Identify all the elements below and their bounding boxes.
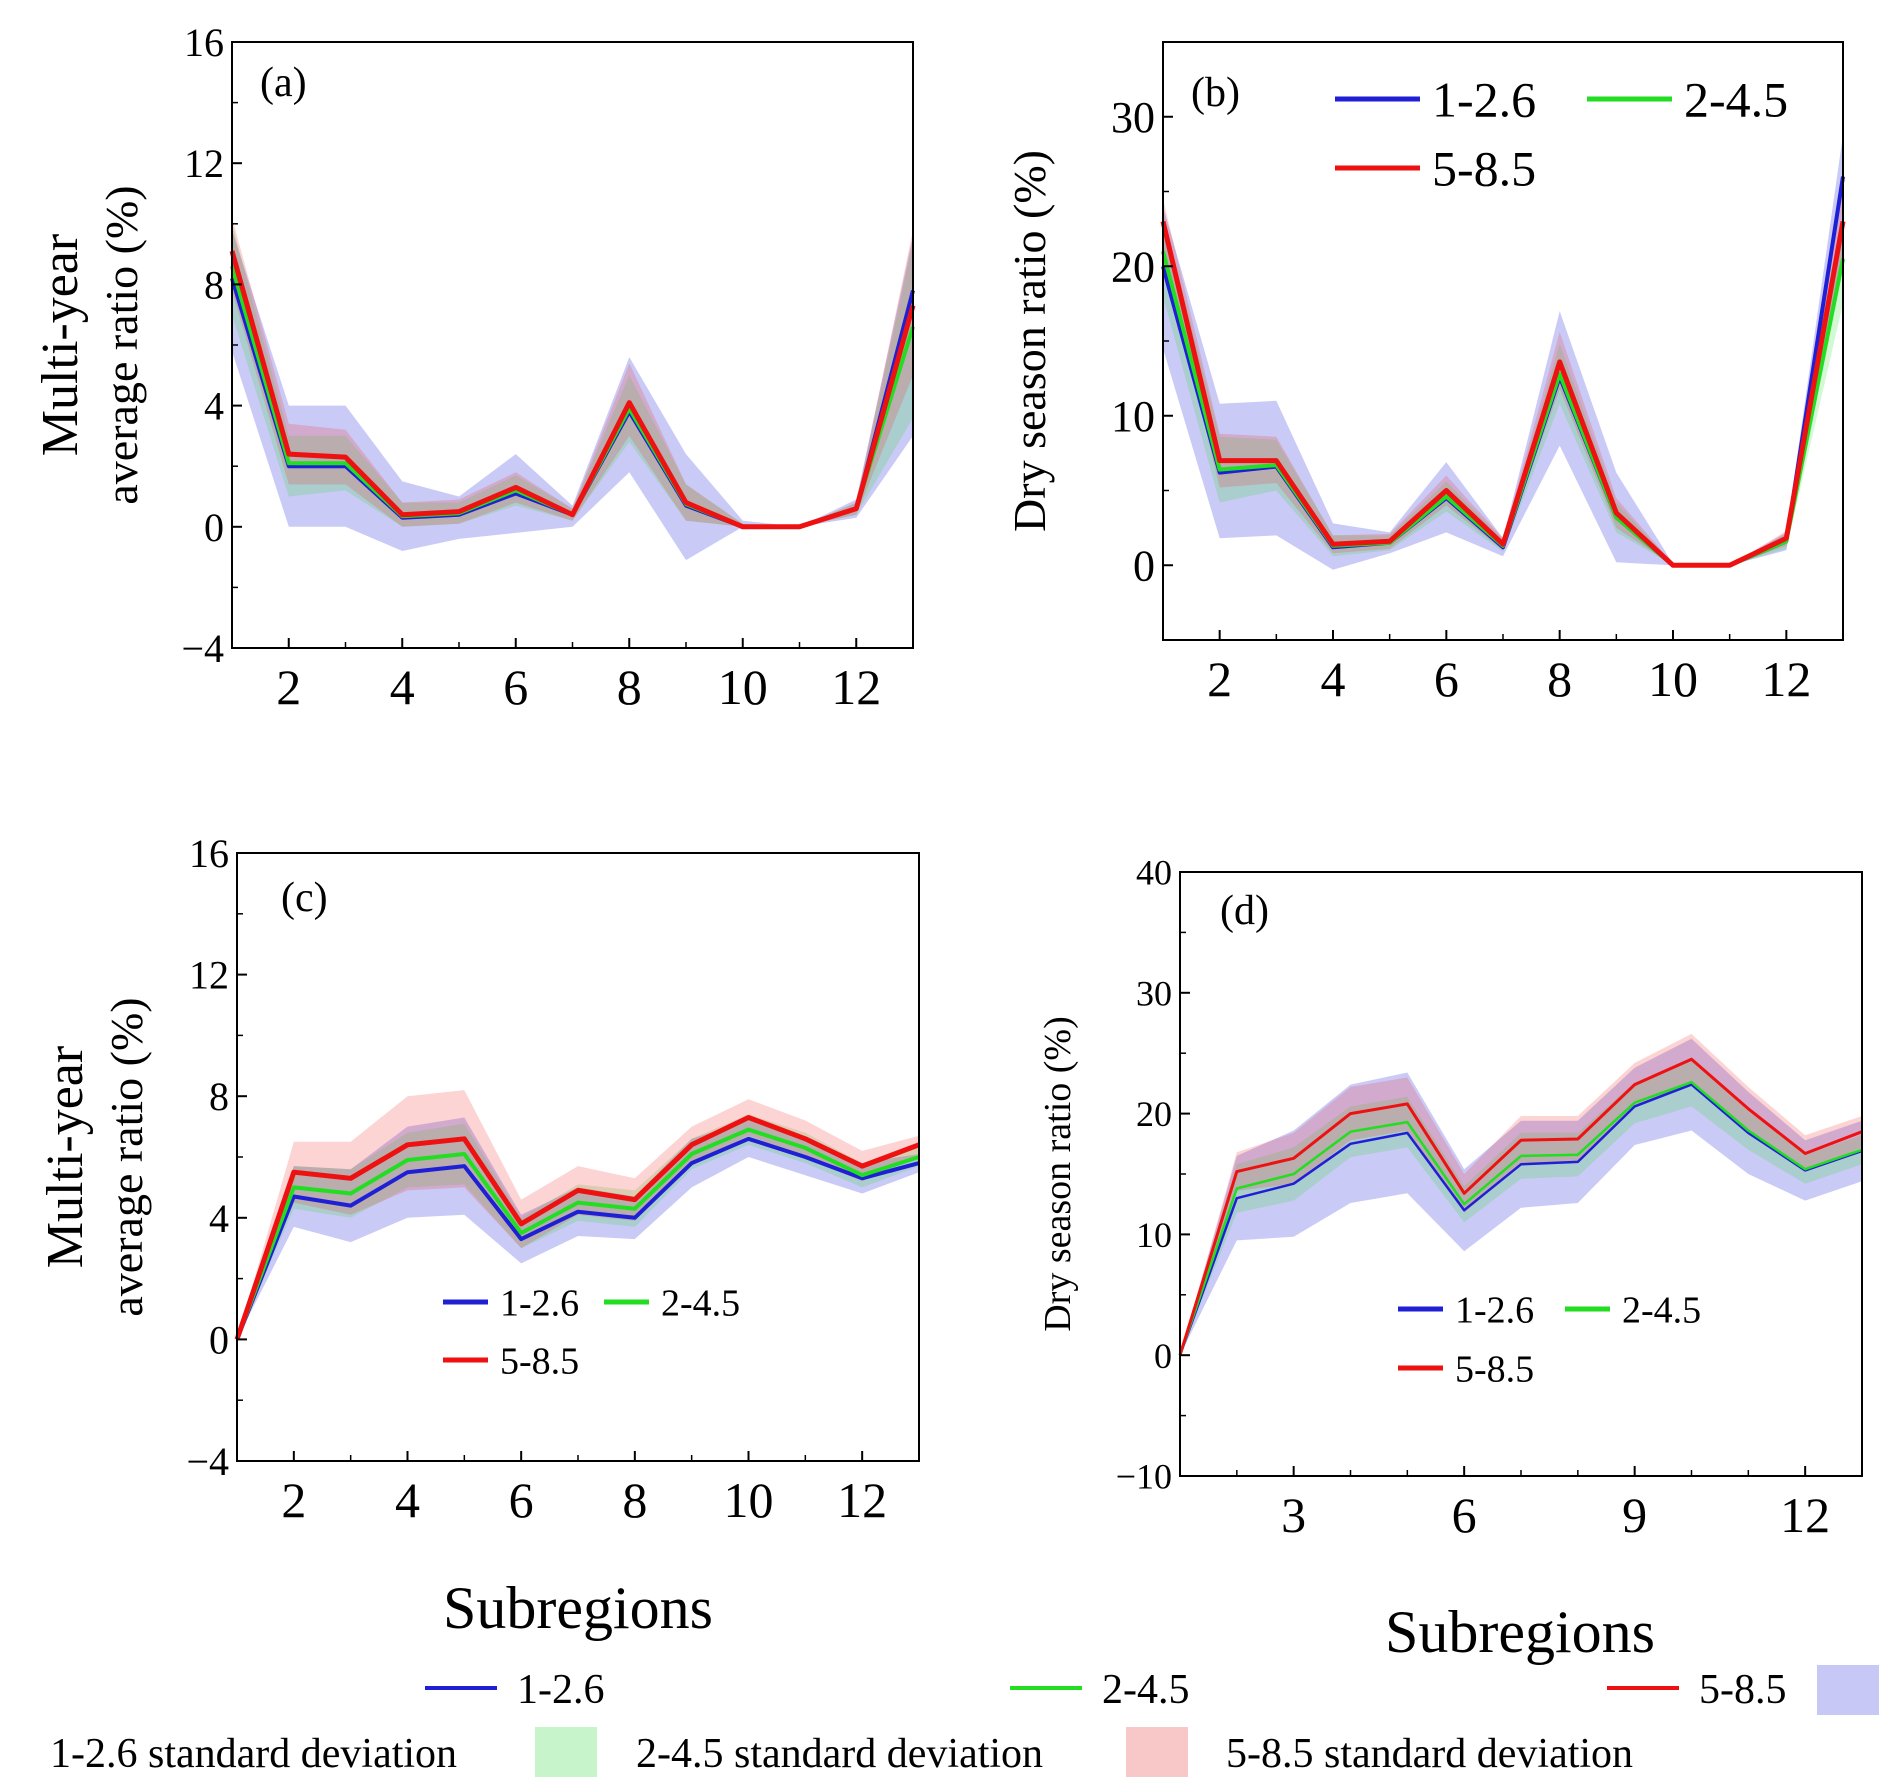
y-tick-label: 20: [1111, 243, 1155, 292]
x-tick-label: 8: [622, 1472, 647, 1528]
y-tick-label: 0: [204, 505, 224, 550]
legend-label: 5-8.5: [1455, 1348, 1534, 1390]
x-tick-label: 6: [503, 659, 528, 715]
legend-label: 5-8.5: [500, 1340, 579, 1382]
y-tick-label: 12: [184, 141, 224, 186]
y-tick-label: −4: [186, 1439, 229, 1484]
x-tick-label: 9: [1622, 1487, 1647, 1543]
y-tick-label: −10: [1116, 1457, 1172, 1497]
x-tick-label: 12: [1780, 1487, 1830, 1543]
x-tick-label: 6: [1434, 651, 1459, 707]
y-tick-label: 30: [1111, 93, 1155, 142]
x-tick-label: 10: [718, 659, 768, 715]
series-line-1-2.6: [235, 1136, 920, 1341]
panel-label: (c): [281, 875, 328, 921]
y-tick-label: 8: [204, 262, 224, 307]
legend-band-swatch: [1817, 1665, 1879, 1715]
std-band-1-2.6: [1163, 134, 1843, 570]
plot-frame: [231, 41, 914, 649]
panel-label: (a): [260, 60, 307, 106]
x-tick-label: 12: [1761, 651, 1811, 707]
series-line-5-8.5: [234, 1115, 920, 1341]
y-tick-label: 0: [1154, 1336, 1172, 1376]
std-band-5-8.5: [237, 1090, 919, 1340]
y-tick-label: 4: [209, 1196, 229, 1241]
series-line-2-4.5: [235, 1127, 920, 1341]
legend-band-label: 5-8.5 standard deviation: [1226, 1731, 1633, 1777]
legend-label: 2-4.5: [1684, 72, 1788, 128]
legend-label: 1-2.6: [1455, 1289, 1534, 1331]
y-tick-label: 10: [1136, 1215, 1172, 1255]
y-axis-label: Dry season ratio (%): [1037, 1016, 1079, 1332]
legend-band-swatch: [535, 1727, 597, 1777]
x-tick-label: 8: [1547, 651, 1572, 707]
y-axis-label: average ratio (%): [96, 185, 147, 504]
x-tick-label: 8: [617, 659, 642, 715]
series-line-5-8.5: [229, 250, 916, 530]
y-axis-label: Dry season ratio (%): [1004, 150, 1055, 532]
y-tick-label: 16: [189, 831, 229, 876]
y-axis-label: Multi-year: [37, 1046, 94, 1268]
legend-label: 1-2.6: [500, 1282, 579, 1324]
std-band-5-8.5: [232, 217, 913, 527]
x-tick-label: 10: [1648, 651, 1698, 707]
x-tick-label: 10: [724, 1472, 774, 1528]
x-tick-label: 12: [831, 659, 881, 715]
series-line-5-8.5: [1160, 220, 1846, 568]
x-tick-label: 3: [1281, 1487, 1306, 1543]
legend-line-label: 5-8.5: [1699, 1667, 1787, 1713]
legend-line-label: 2-4.5: [1102, 1667, 1190, 1713]
series-line-1-2.6: [1178, 1083, 1863, 1356]
y-tick-label: 0: [1133, 542, 1155, 591]
x-axis-label: Subregions: [1385, 1599, 1655, 1665]
legend-line-label: 1-2.6: [517, 1667, 605, 1713]
std-band-1-2.6: [1180, 1038, 1862, 1356]
series-line-2-4.5: [1178, 1080, 1863, 1356]
chart-panel-c: −4 0 4 8 12 16 2 4 6 8 10 12 (c) Multi-year average ra…: [37, 831, 920, 1641]
y-axis-label: Multi-year: [32, 234, 89, 456]
chart-panel-a: −4 0 4 8 12 16 2 4 6 8 10 12 (a) Multi-year average ra…: [32, 20, 916, 715]
y-tick-label: 40: [1136, 853, 1172, 893]
x-tick-label: 4: [1321, 651, 1346, 707]
x-tick-label: 6: [1452, 1487, 1477, 1543]
panel-label: (b): [1191, 70, 1240, 116]
y-axis-label: average ratio (%): [101, 997, 152, 1316]
y-tick-label: 20: [1136, 1094, 1172, 1134]
x-tick-label: 6: [509, 1472, 534, 1528]
panel-label: (d): [1220, 888, 1269, 934]
chart-panel-b: 0 10 20 30 2 4 6 8 10 12 (b) Dry season ratio (%) 1-…: [1004, 41, 1846, 707]
legend-label: 5-8.5: [1432, 141, 1536, 197]
legend-label: 1-2.6: [1432, 72, 1536, 128]
y-tick-label: 16: [184, 20, 224, 65]
chart-panel-d: −10 0 10 20 30 40 3 6 9 12 (d) Dry season ratio (%)…: [1037, 853, 1863, 1665]
x-tick-label: 2: [276, 659, 301, 715]
y-tick-label: 30: [1136, 973, 1172, 1013]
x-tick-label: 2: [1207, 651, 1232, 707]
x-tick-label: 2: [281, 1472, 306, 1528]
y-tick-label: 8: [209, 1074, 229, 1119]
legend-label: 2-4.5: [1622, 1289, 1701, 1331]
legend-band-label: 2-4.5 standard deviation: [636, 1731, 1043, 1777]
y-tick-label: 0: [209, 1317, 229, 1362]
x-axis-label: Subregions: [443, 1575, 713, 1641]
bottom-legend: 1-2.6 2-4.5 5-8.5 1-2.6 standard deviation 2…: [50, 1665, 1879, 1777]
series-line-5-8.5: [1178, 1057, 1863, 1356]
x-tick-label: 4: [395, 1472, 420, 1528]
legend-label: 2-4.5: [661, 1282, 740, 1324]
y-tick-label: 12: [189, 953, 229, 998]
legend-band-swatch: [1126, 1727, 1188, 1777]
x-tick-label: 12: [837, 1472, 887, 1528]
legend-band-label: 1-2.6 standard deviation: [50, 1731, 457, 1777]
y-tick-label: −4: [181, 626, 224, 671]
x-tick-label: 4: [390, 659, 415, 715]
y-tick-label: 10: [1111, 392, 1155, 441]
y-tick-label: 4: [204, 384, 224, 429]
